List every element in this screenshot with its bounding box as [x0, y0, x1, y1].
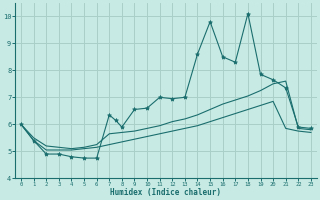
X-axis label: Humidex (Indice chaleur): Humidex (Indice chaleur)	[110, 188, 221, 197]
